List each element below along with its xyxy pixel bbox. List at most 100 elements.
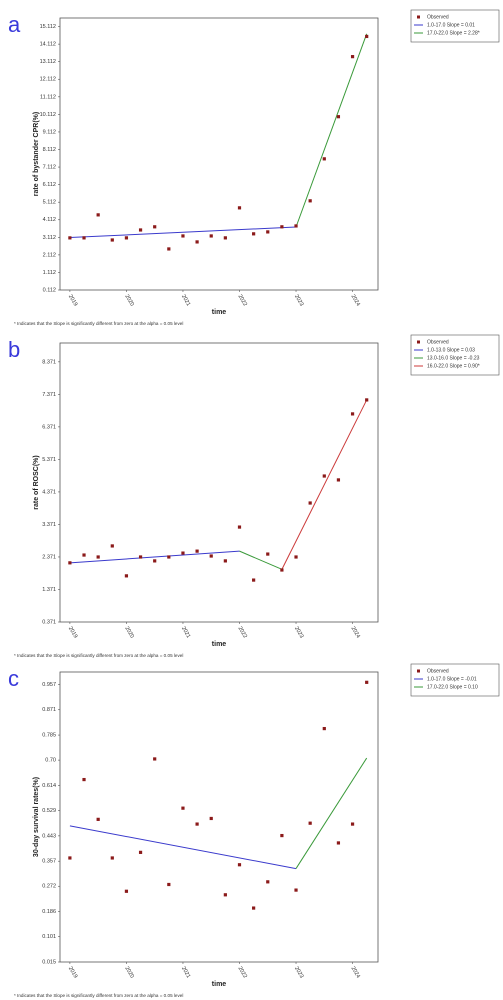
y-tick-label: 2.371 xyxy=(42,554,56,560)
observed-point xyxy=(138,228,143,232)
observed-point xyxy=(223,893,227,897)
legend-label: Observed xyxy=(427,339,449,345)
legend-label: 17.0-22.0 Slope = 0.10 xyxy=(427,684,478,690)
observed-point xyxy=(138,555,143,559)
x-tick-label: 2020 xyxy=(123,966,134,980)
y-tick-label: 1.112 xyxy=(43,270,56,276)
observed-point xyxy=(209,554,213,558)
observed-point xyxy=(124,889,129,893)
observed-point xyxy=(365,680,369,684)
x-tick-label: 2022 xyxy=(237,294,248,308)
observed-point xyxy=(124,236,129,240)
observed-point xyxy=(110,544,114,548)
x-tick-label: 2023 xyxy=(293,294,304,308)
observed-point xyxy=(68,236,72,240)
legend-marker xyxy=(417,669,420,673)
legend-box xyxy=(410,9,500,43)
observed-point xyxy=(138,850,143,854)
panel-label: a xyxy=(8,12,21,37)
observed-point xyxy=(153,559,157,563)
plot-area xyxy=(59,342,379,623)
observed-point xyxy=(223,559,227,563)
y-tick-label: 0.371 xyxy=(42,619,56,625)
y-tick-label: 0.357 xyxy=(42,859,56,865)
x-tick-label: 2022 xyxy=(237,626,248,640)
observed-point xyxy=(209,816,213,821)
fit-line xyxy=(69,550,240,564)
legend-label: 1.0-13.0 Slope = 0.03 xyxy=(427,347,475,353)
y-tick-label: 0.186 xyxy=(42,909,56,915)
y-tick-label: 0.70 xyxy=(45,758,56,764)
observed-point xyxy=(82,236,86,240)
legend-label: 1.0-17.0 Slope = -0.01 xyxy=(427,676,477,682)
y-tick-label: 12.112 xyxy=(40,77,56,83)
y-tick-label: 0.871 xyxy=(42,707,56,713)
y-tick-label: 0.015 xyxy=(42,959,56,965)
observed-point xyxy=(280,833,284,838)
observed-point xyxy=(280,568,284,572)
x-axis-label: time xyxy=(212,309,227,316)
y-tick-label: 0.112 xyxy=(43,287,56,293)
x-tick-label: 2021 xyxy=(180,294,191,308)
observed-point xyxy=(124,574,129,578)
observed-point xyxy=(96,213,100,217)
y-tick-label: 3.371 xyxy=(42,522,56,528)
y-tick-label: 7.112 xyxy=(43,165,56,171)
observed-point xyxy=(167,247,171,251)
observed-point xyxy=(322,474,326,478)
legend-label: 17.0-22.0 Slope = 2.28* xyxy=(427,30,480,36)
x-tick-label: 2023 xyxy=(293,966,304,980)
y-tick-label: 1.371 xyxy=(42,587,56,593)
legend-label: Observed xyxy=(427,14,449,20)
legend-label: 13.0-16.0 Slope = -0.23 xyxy=(427,355,480,361)
panel-label: c xyxy=(8,666,19,691)
y-tick-label: 15.112 xyxy=(40,24,56,30)
y-tick-label: 5.371 xyxy=(42,457,56,463)
observed-point xyxy=(350,55,355,59)
y-tick-label: 13.112 xyxy=(40,59,56,65)
observed-point xyxy=(181,234,185,238)
observed-point xyxy=(209,234,213,238)
y-tick-label: 8.371 xyxy=(42,359,56,365)
observed-point xyxy=(266,880,270,884)
plot-area xyxy=(59,671,379,963)
y-tick-label: 0.785 xyxy=(42,733,56,739)
observed-point xyxy=(195,240,199,244)
observed-point xyxy=(237,206,242,210)
plot-area xyxy=(59,17,379,291)
y-tick-label: 0.443 xyxy=(42,833,56,839)
observed-point xyxy=(110,238,114,242)
observed-point xyxy=(153,225,157,229)
y-tick-label: 11.112 xyxy=(40,94,56,100)
y-tick-label: 8.112 xyxy=(43,147,56,153)
observed-point xyxy=(322,157,326,161)
x-axis-label: time xyxy=(212,641,227,648)
observed-point xyxy=(82,777,86,782)
fit-line xyxy=(295,33,368,228)
observed-point xyxy=(336,478,341,482)
fit-line xyxy=(69,226,297,239)
y-tick-label: 0.529 xyxy=(42,808,56,814)
legend-label: 16.0-22.0 Slope = 0.90* xyxy=(427,363,480,369)
observed-point xyxy=(252,232,256,236)
y-tick-label: 0.614 xyxy=(42,783,56,789)
observed-point xyxy=(237,525,242,529)
observed-point xyxy=(223,236,227,240)
y-tick-label: 2.112 xyxy=(43,252,56,258)
observed-point xyxy=(350,822,355,826)
legend-label: Observed xyxy=(427,668,449,674)
observed-point xyxy=(181,551,185,555)
fit-line xyxy=(239,550,283,570)
legend-box xyxy=(410,663,500,697)
legend-label: 1.0-17.0 Slope = 0.01 xyxy=(427,22,475,28)
y-tick-label: 0.272 xyxy=(42,884,56,890)
observed-point xyxy=(181,806,185,810)
observed-point xyxy=(365,398,369,402)
y-axis-label: rate of bystander CPR(%) xyxy=(33,112,40,196)
observed-point xyxy=(68,561,72,565)
x-tick-label: 2021 xyxy=(180,966,191,980)
y-tick-label: 6.112 xyxy=(43,182,56,188)
fit-line xyxy=(281,399,368,570)
footnote: * Indicates that the Slope is significan… xyxy=(14,321,183,326)
